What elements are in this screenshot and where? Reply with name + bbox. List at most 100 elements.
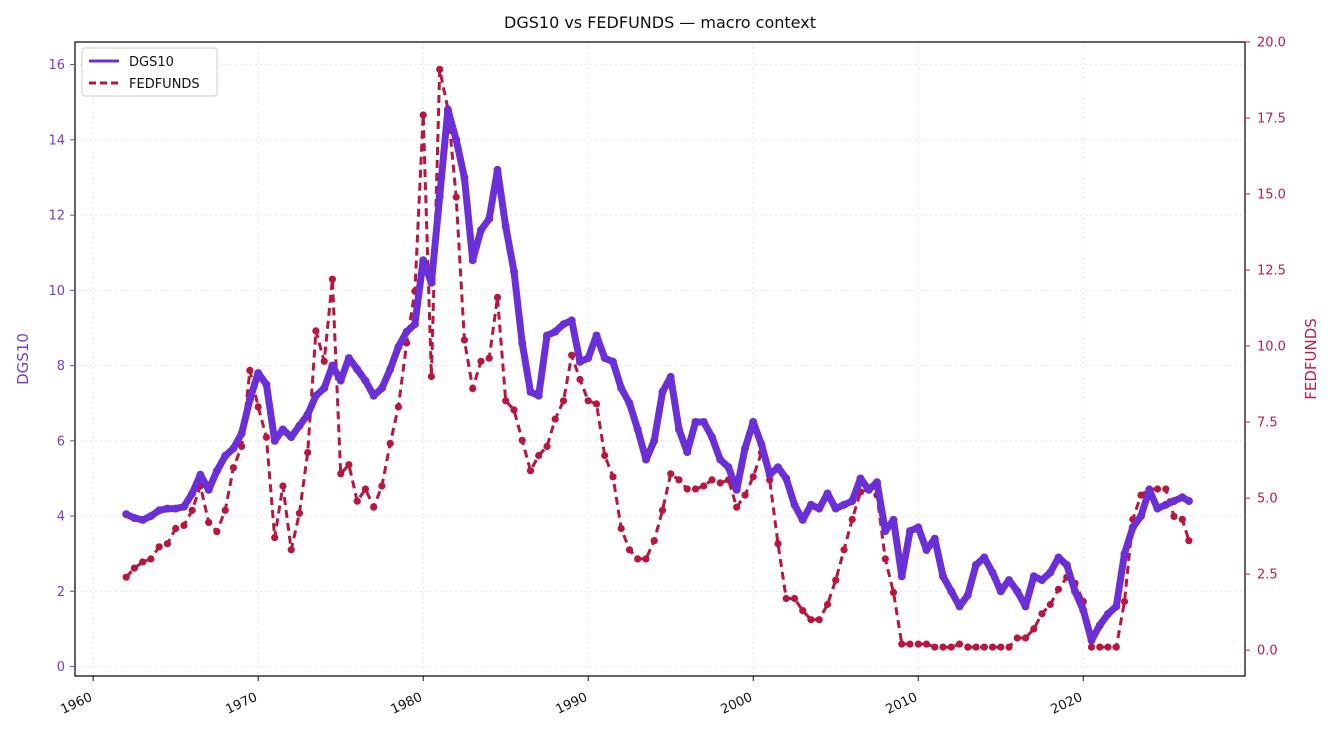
dgs10-point bbox=[691, 418, 700, 426]
dgs10-point bbox=[1062, 561, 1071, 569]
dgs10-point bbox=[939, 572, 947, 581]
fedfunds-point bbox=[972, 643, 980, 651]
fedfunds-point bbox=[914, 640, 922, 648]
dgs10-point bbox=[889, 515, 898, 524]
dgs10-point bbox=[584, 354, 593, 363]
dgs10-point bbox=[1184, 497, 1193, 505]
fedfunds-point bbox=[1153, 485, 1162, 493]
x-axis: 1960 1970 1980 1990 2000 2010 2020 bbox=[59, 676, 1085, 718]
dgs10-point bbox=[947, 587, 956, 596]
fedfunds-point bbox=[163, 540, 171, 548]
fedfunds-point bbox=[493, 293, 502, 301]
fedfunds-point bbox=[584, 397, 592, 405]
fedfunds-point bbox=[262, 433, 270, 441]
dgs10-point bbox=[897, 572, 906, 581]
dgs10-point bbox=[955, 602, 964, 611]
fedfunds-point bbox=[229, 464, 237, 472]
fedfunds-point bbox=[988, 643, 997, 651]
dgs10-point bbox=[633, 425, 642, 434]
fedfunds-point bbox=[1162, 485, 1170, 493]
dgs10-point bbox=[881, 527, 890, 536]
dgs10-point bbox=[922, 546, 931, 554]
fedfunds-point bbox=[427, 372, 435, 381]
dgs10-point bbox=[1161, 500, 1170, 509]
dgs10-point bbox=[443, 105, 452, 114]
fedfunds-point bbox=[328, 275, 336, 283]
dgs10-point bbox=[501, 222, 510, 231]
dgs10-point bbox=[138, 515, 147, 524]
dgs10-point bbox=[485, 214, 494, 223]
x-tick-label: 2010 bbox=[884, 690, 920, 718]
fedfunds-point bbox=[122, 573, 130, 581]
dgs10-point bbox=[303, 410, 312, 419]
dgs10-point bbox=[1038, 576, 1046, 585]
fedfunds-point bbox=[733, 503, 741, 511]
fedfunds-point bbox=[147, 555, 155, 563]
dgs10-point bbox=[419, 256, 428, 265]
dgs10-point bbox=[477, 226, 485, 235]
fedfunds-point bbox=[650, 537, 658, 545]
fedfunds-point bbox=[625, 546, 634, 554]
dgs10-point bbox=[377, 384, 386, 393]
x-tick-label: 1990 bbox=[554, 690, 590, 718]
dgs10-point bbox=[262, 380, 271, 389]
fedfunds-point bbox=[345, 461, 353, 469]
fedfunds-point bbox=[526, 467, 535, 475]
dgs10-point bbox=[518, 339, 527, 347]
fedfunds-point bbox=[823, 600, 832, 609]
y-axis-left-label: DGS10 bbox=[14, 333, 32, 385]
y-right-tick-label: 12.5 bbox=[1257, 264, 1286, 279]
dgs10-point bbox=[741, 444, 749, 453]
fedfunds-point bbox=[716, 479, 724, 487]
fedfunds-point bbox=[312, 327, 320, 335]
fedfunds-point bbox=[840, 546, 848, 554]
fedfunds-point bbox=[485, 354, 493, 362]
fedfunds-point bbox=[394, 403, 402, 411]
dgs10-point bbox=[427, 278, 436, 287]
dgs10-point bbox=[790, 500, 799, 509]
fedfunds-point bbox=[436, 65, 444, 73]
dgs10-point bbox=[435, 192, 444, 201]
legend-label-dgs10: DGS10 bbox=[129, 55, 174, 70]
dgs10-point bbox=[724, 463, 733, 472]
dgs10-point bbox=[807, 500, 815, 509]
y-left-tick-label: 16 bbox=[48, 58, 65, 73]
fedfunds-point bbox=[1030, 625, 1038, 633]
fedfunds-point bbox=[617, 524, 625, 533]
fedfunds-point bbox=[304, 448, 312, 457]
fedfunds-point bbox=[502, 397, 510, 405]
y-right-tick-label: 10.0 bbox=[1257, 340, 1286, 355]
fedfunds-point bbox=[1120, 597, 1129, 606]
dgs10-point bbox=[369, 391, 378, 400]
fedfunds-point bbox=[205, 518, 213, 527]
fedfunds-point bbox=[658, 506, 667, 514]
fedfunds-point bbox=[469, 385, 477, 393]
dgs10-point bbox=[1104, 609, 1112, 618]
fedfunds-point bbox=[964, 643, 972, 651]
fedfunds-point bbox=[774, 540, 782, 548]
dgs10-point bbox=[559, 320, 568, 329]
fedfunds-point bbox=[790, 594, 799, 603]
fedfunds-point bbox=[361, 485, 369, 493]
dgs10-point bbox=[749, 418, 758, 426]
dgs10-series bbox=[122, 105, 1193, 645]
fedfunds-point bbox=[246, 366, 254, 374]
y-left-tick-label: 2 bbox=[57, 585, 65, 600]
fedfunds-point bbox=[543, 442, 551, 450]
dgs10-point bbox=[353, 365, 362, 374]
dgs10-point bbox=[609, 357, 617, 366]
y-left-tick-label: 10 bbox=[48, 284, 65, 299]
fedfunds-point bbox=[922, 640, 931, 648]
dgs10-line bbox=[122, 106, 1193, 644]
y-left-tick-label: 6 bbox=[57, 434, 65, 449]
fedfunds-point bbox=[1046, 600, 1054, 609]
fedfunds-point bbox=[213, 528, 221, 536]
dgs10-point bbox=[1137, 512, 1145, 521]
y-axis-left: 0 2 4 6 8 10 12 14 16 bbox=[48, 58, 75, 675]
dgs10-point bbox=[1095, 621, 1104, 630]
x-tick-label: 2000 bbox=[719, 690, 755, 718]
dgs10-point bbox=[848, 497, 857, 505]
dgs10-point bbox=[831, 504, 840, 513]
dgs10-point bbox=[278, 425, 287, 434]
fedfunds-point bbox=[1013, 634, 1021, 642]
